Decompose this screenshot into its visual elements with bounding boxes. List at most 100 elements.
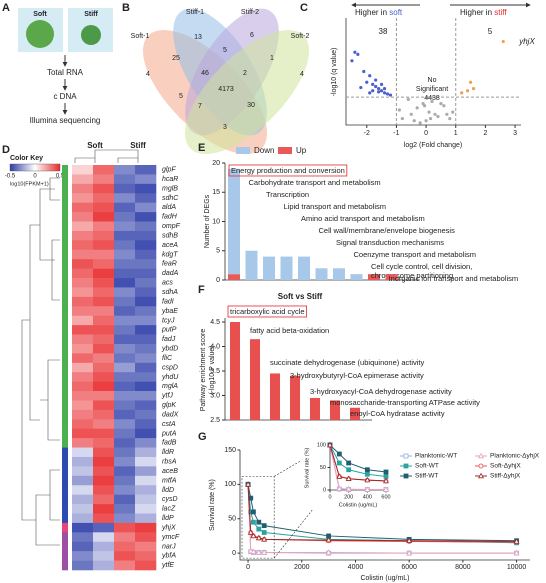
- category-label: Cell wall/membrane/envelope biogenesis: [319, 226, 456, 235]
- gene-label: putP: [161, 327, 177, 334]
- venn-count: 4: [146, 71, 150, 78]
- heatmap-cell: [72, 230, 94, 241]
- heatmap-cell: [93, 428, 115, 439]
- row-group-bar: [62, 485, 68, 495]
- gene-label: cysD: [162, 496, 178, 503]
- heatmap-cell: [72, 362, 94, 373]
- heatmap-cell: [93, 504, 115, 514]
- row-group-bar: [62, 419, 68, 430]
- marker: [383, 469, 389, 475]
- marker: [513, 549, 520, 556]
- heatmap-cell: [114, 221, 136, 232]
- heatmap-cell: [135, 343, 157, 354]
- point: [451, 110, 455, 114]
- x-tick-label: 4000: [348, 564, 364, 571]
- heatmap-cell: [72, 306, 94, 316]
- marker: [256, 526, 262, 532]
- heatmap-cell: [93, 249, 115, 260]
- gene-label: kdgT: [162, 251, 178, 258]
- point: [423, 104, 427, 108]
- marker: [336, 485, 343, 491]
- marker: [364, 486, 371, 492]
- heatmap-cell: [93, 419, 115, 430]
- y-tick-label: 3.5: [210, 368, 220, 375]
- color-key-label: log10(FPKM+1): [10, 181, 49, 187]
- label-part: soft: [389, 8, 403, 17]
- heatmap-cell: [93, 296, 115, 307]
- point: [501, 39, 505, 44]
- color-key: [9, 163, 61, 172]
- heatmap-cell: [72, 372, 94, 382]
- heatmap-cell: [135, 183, 157, 194]
- heatmap-cell: [93, 230, 115, 241]
- gene-label: putA: [161, 430, 177, 437]
- marker: [251, 519, 256, 525]
- heatmap-cell: [72, 541, 94, 552]
- bar: [280, 256, 293, 280]
- heatmap-cell: [93, 315, 115, 326]
- group-label: Stiff: [130, 141, 146, 150]
- category-label: Cell cycle control, cell division,: [371, 262, 472, 271]
- x-tick-label: 0: [246, 564, 250, 571]
- legend-label: Up: [296, 146, 307, 155]
- heatmap-cell: [114, 522, 136, 533]
- point: [377, 87, 381, 91]
- heatmap-cell: [135, 202, 157, 213]
- marker: [478, 463, 484, 469]
- legend-label: Stiff-ΔyhjX: [490, 473, 521, 480]
- y-tick-label: 0: [323, 487, 326, 493]
- panel-label: A: [2, 2, 10, 14]
- x-tick-label: 8000: [455, 564, 471, 571]
- heatmap-cell: [135, 287, 157, 298]
- heatmap-cell: [114, 475, 136, 486]
- panel-label: C: [300, 2, 308, 14]
- gene-label: fadB: [162, 440, 177, 447]
- heatmap-cell: [135, 306, 157, 316]
- point: [439, 102, 443, 106]
- venn-set-label: Stiff-2: [241, 9, 259, 16]
- row-group-bar: [62, 183, 68, 194]
- heatmap-cell: [72, 287, 94, 298]
- row-group-bar: [62, 532, 68, 543]
- marker: [325, 536, 332, 543]
- note: 4438: [424, 95, 440, 102]
- x-tick-label: 2000: [294, 564, 310, 571]
- label-part: Higher in: [355, 8, 389, 17]
- chart-title: Soft vs Stiff: [278, 292, 323, 301]
- point: [442, 104, 446, 108]
- heatmap-cell: [72, 268, 94, 279]
- point: [374, 78, 378, 82]
- heatmap-cell: [72, 438, 94, 448]
- row-group-bar: [62, 202, 68, 213]
- point: [359, 85, 363, 90]
- row-group-bar: [62, 268, 68, 279]
- gene-label: aceB: [162, 468, 178, 475]
- bar: [350, 407, 360, 420]
- heatmap-cell: [114, 409, 136, 420]
- bar: [333, 268, 345, 280]
- marker: [250, 532, 257, 539]
- marker: [336, 473, 343, 479]
- heatmap-cell: [114, 343, 136, 354]
- heatmap-cell: [114, 400, 136, 411]
- marker: [336, 451, 342, 457]
- row-group-bar: [62, 466, 68, 477]
- y-tick-label: 0: [216, 277, 220, 284]
- sample-label: Soft: [33, 11, 47, 18]
- point: [448, 116, 452, 121]
- heatmap-cell: [135, 400, 157, 411]
- heatmap-cell: [72, 560, 94, 571]
- y-axis-label: Survival rate (%): [209, 479, 216, 531]
- heatmap-cell: [72, 532, 94, 543]
- row-group-bar: [62, 438, 68, 448]
- gene-label: feaR: [162, 261, 177, 268]
- category-label: Coenzyme transport and metabolism: [354, 250, 477, 259]
- heatmap-cell: [93, 438, 115, 448]
- marker: [383, 486, 389, 492]
- point: [460, 91, 464, 95]
- y-tick-label: 2.5: [210, 417, 220, 424]
- row-group-bar: [62, 475, 68, 486]
- gene-label: ybaE: [161, 308, 178, 315]
- heatmap-cell: [114, 362, 136, 373]
- label-part: Higher in: [460, 8, 494, 17]
